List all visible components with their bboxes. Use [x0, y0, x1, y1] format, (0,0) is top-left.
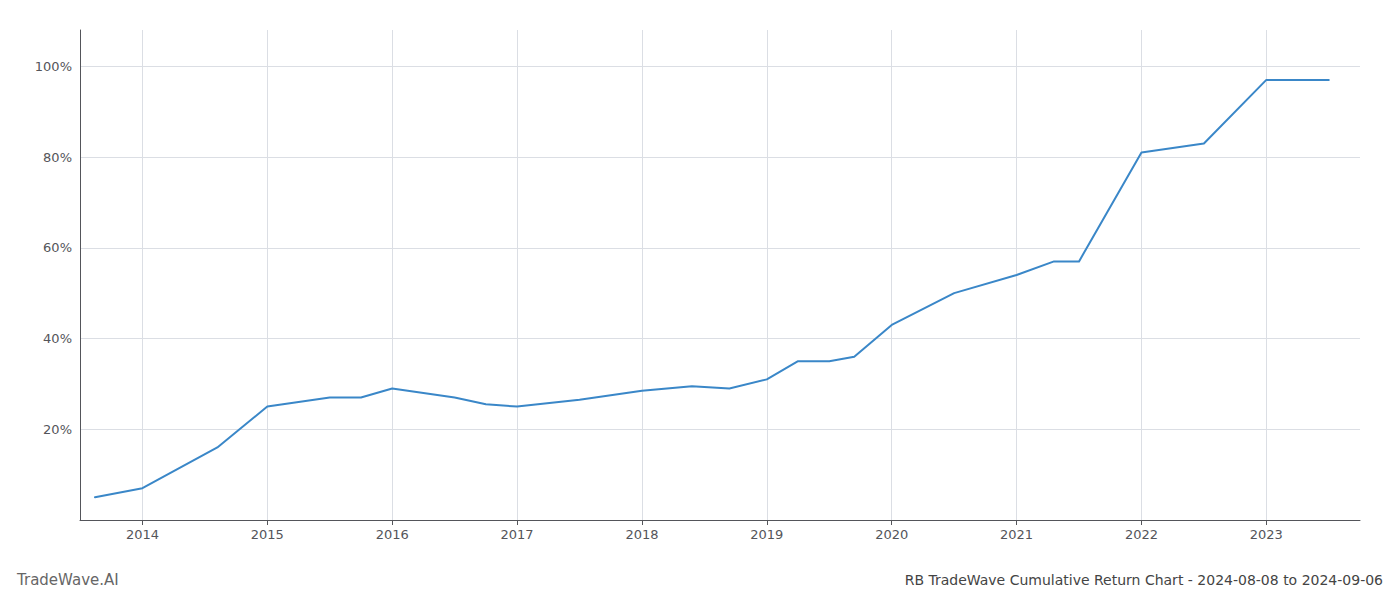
svg-text:TradeWave.AI: TradeWave.AI: [16, 571, 119, 589]
svg-text:2014: 2014: [126, 527, 159, 542]
svg-text:2022: 2022: [1125, 527, 1158, 542]
svg-text:2016: 2016: [376, 527, 409, 542]
svg-text:2021: 2021: [1000, 527, 1033, 542]
svg-text:2023: 2023: [1250, 527, 1283, 542]
svg-text:2019: 2019: [750, 527, 783, 542]
svg-text:2020: 2020: [875, 527, 908, 542]
svg-text:2015: 2015: [251, 527, 284, 542]
svg-text:2018: 2018: [625, 527, 658, 542]
svg-text:40%: 40%: [43, 331, 72, 346]
svg-text:20%: 20%: [43, 422, 72, 437]
svg-text:2017: 2017: [501, 527, 534, 542]
svg-text:80%: 80%: [43, 150, 72, 165]
svg-text:RB TradeWave Cumulative Return: RB TradeWave Cumulative Return Chart - 2…: [905, 572, 1383, 588]
svg-text:100%: 100%: [35, 59, 72, 74]
svg-text:60%: 60%: [43, 240, 72, 255]
